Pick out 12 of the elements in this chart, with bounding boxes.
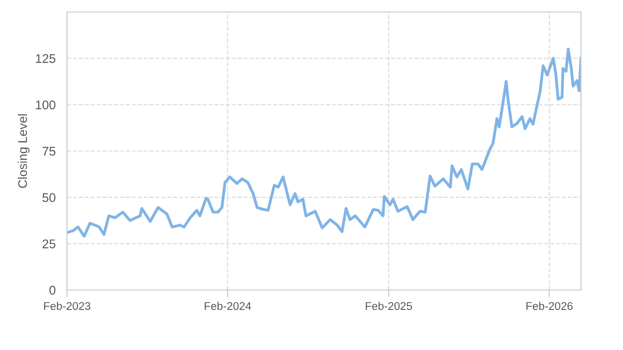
y-tick-label: 125 bbox=[36, 54, 56, 63]
line-series bbox=[67, 48, 581, 238]
y-axis-title: Closing Level bbox=[18, 114, 30, 188]
y-tick-label: 75 bbox=[42, 146, 56, 156]
x-tick-label: Feb-2024 bbox=[204, 302, 252, 310]
x-tick-label: Feb-2026 bbox=[526, 302, 573, 310]
y-tick-label: 25 bbox=[42, 239, 56, 248]
y-tick-label: 0 bbox=[49, 286, 56, 295]
y-tick-label: 50 bbox=[42, 193, 56, 202]
y-tick-label: 100 bbox=[36, 100, 56, 110]
x-tick-label: Feb-2023 bbox=[44, 302, 90, 310]
x-tick-label: Feb-2025 bbox=[366, 302, 412, 310]
